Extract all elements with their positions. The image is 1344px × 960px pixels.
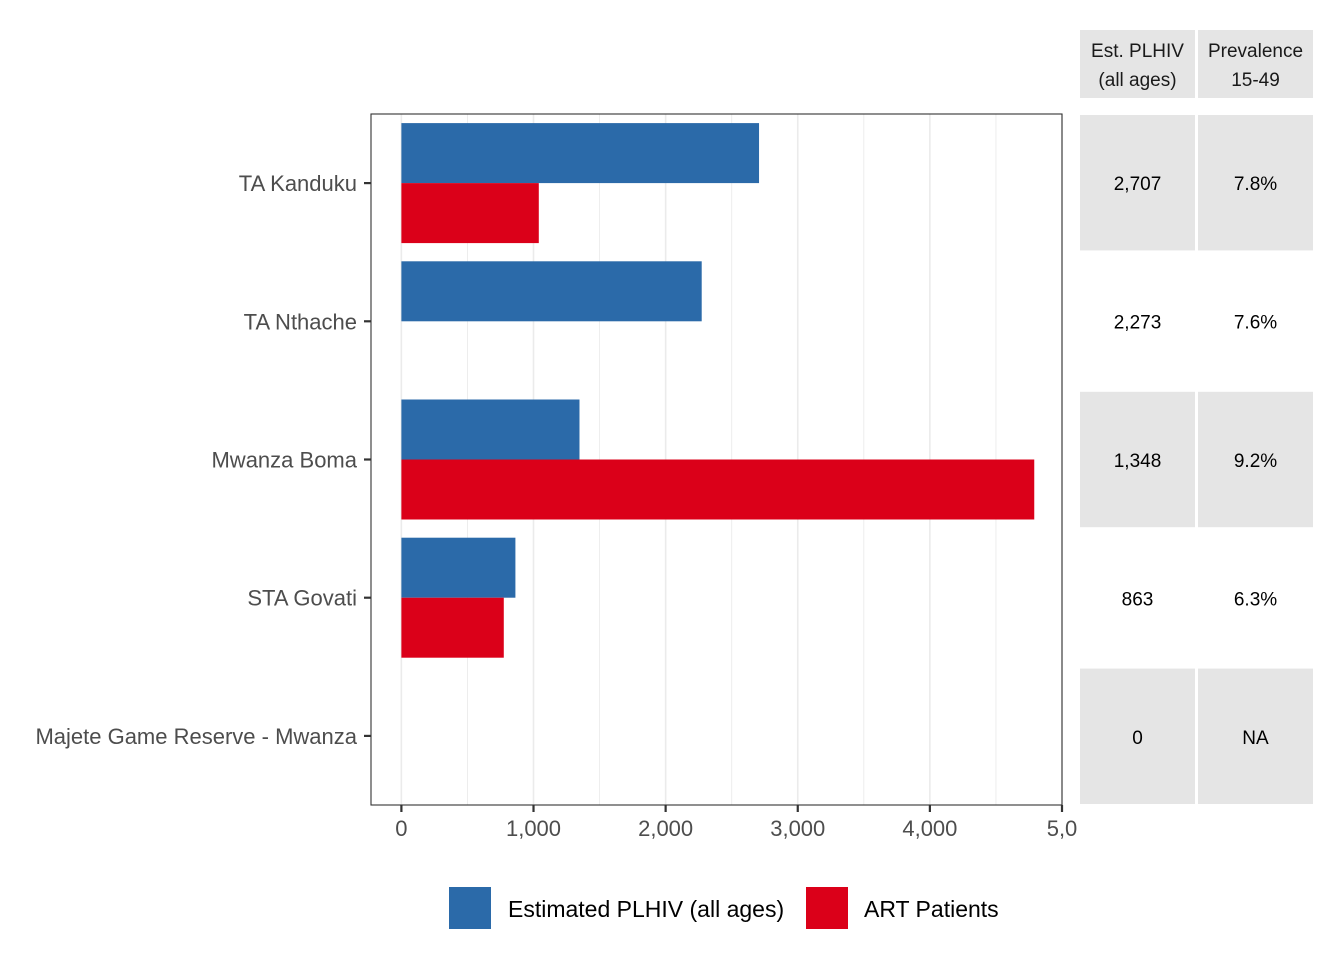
table-header-line1: Prevalence <box>1208 41 1303 62</box>
table-cell-plhiv: 2,707 <box>1114 174 1162 195</box>
x-tick-label: 3,000 <box>770 816 825 841</box>
category-label: STA Govati <box>247 586 357 611</box>
bar-plhiv-1 <box>401 261 702 322</box>
table-cell-prevalence: 6.3% <box>1234 589 1277 610</box>
table-cell-plhiv: 863 <box>1122 589 1154 610</box>
table-cell-bg <box>1080 668 1195 804</box>
category-label: TA Kanduku <box>239 171 357 196</box>
bar-plhiv-0 <box>401 123 760 184</box>
category-label: TA Nthache <box>244 309 357 334</box>
x-axis: 0 1,000 2,000 3,000 4,000 5,0 <box>395 805 1077 841</box>
legend-key-plhiv <box>449 887 491 929</box>
table-cell-bg <box>1198 668 1313 804</box>
bar-art-0 <box>401 183 539 244</box>
bar-art-2 <box>401 459 1035 520</box>
bar-art-3 <box>401 597 504 658</box>
x-tick-label: 0 <box>395 816 407 841</box>
table-cell-bg <box>1080 391 1195 528</box>
legend-label: Estimated PLHIV (all ages) <box>508 896 784 922</box>
table-cell-plhiv: 0 <box>1132 728 1143 749</box>
legend-label: ART Patients <box>864 896 999 922</box>
table-cell-bg <box>1198 115 1313 251</box>
legend: Estimated PLHIV (all ages) ART Patients <box>449 887 999 929</box>
table-cell-plhiv: 2,273 <box>1114 313 1162 334</box>
x-tick-label: 4,000 <box>902 816 957 841</box>
table-header-cell <box>1080 30 1195 98</box>
y-axis: TA Kanduku TA Nthache Mwanza Boma STA Govat… <box>35 171 371 749</box>
summary-table: Est. PLHIV (all ages) Prevalence 15-49 2,707… <box>1080 30 1313 804</box>
table-header-line2: (all ages) <box>1098 70 1176 91</box>
bar-plhiv-3 <box>401 537 516 598</box>
table-cell-prevalence: NA <box>1242 728 1269 749</box>
x-tick-label: 5,0 <box>1047 816 1078 841</box>
table-cell-plhiv: 1,348 <box>1114 451 1162 472</box>
legend-key-art <box>806 887 848 929</box>
table-cell-prevalence: 9.2% <box>1234 451 1277 472</box>
table-header-line1: Est. PLHIV <box>1091 41 1184 62</box>
x-tick-label: 1,000 <box>506 816 561 841</box>
table-header-line2: 15-49 <box>1231 70 1280 91</box>
category-label: Majete Game Reserve - Mwanza <box>35 724 357 749</box>
table-header-cell <box>1198 30 1313 98</box>
bar-plhiv-2 <box>401 399 580 460</box>
category-label: Mwanza Boma <box>211 448 357 473</box>
x-tick-label: 2,000 <box>638 816 693 841</box>
table-cell-bg <box>1080 115 1195 251</box>
table-cell-prevalence: 7.8% <box>1234 174 1277 195</box>
table-cell-bg <box>1198 391 1313 528</box>
table-cell-prevalence: 7.6% <box>1234 313 1277 334</box>
bars <box>401 123 1035 658</box>
